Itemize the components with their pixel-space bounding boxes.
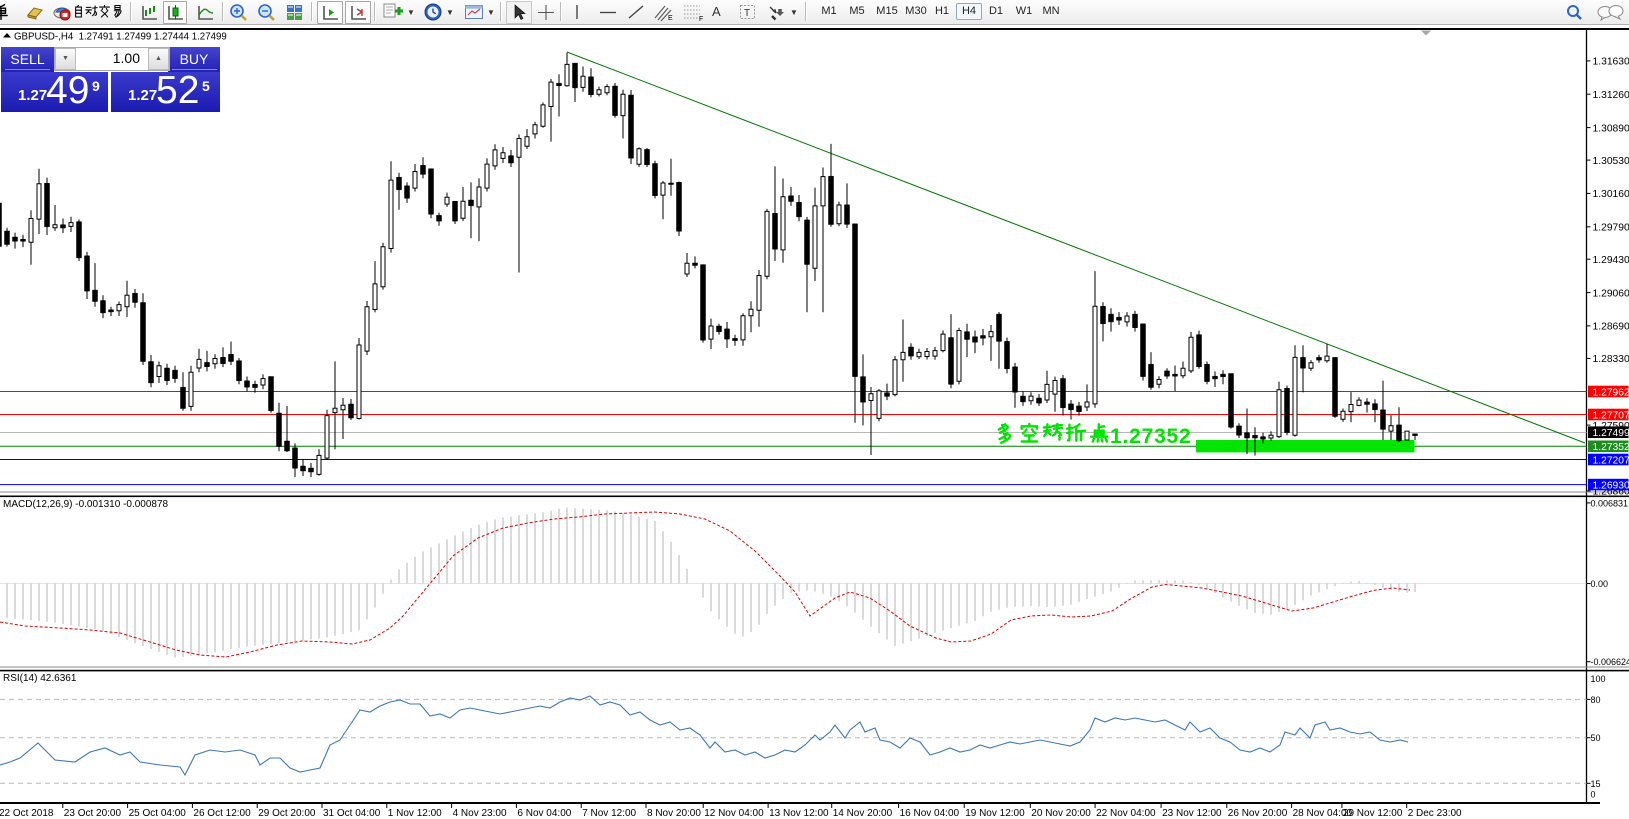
svg-text:50: 50 <box>1591 733 1601 743</box>
svg-text:1.27352: 1.27352 <box>1110 425 1192 448</box>
svg-text:28 Nov 04:00: 28 Nov 04:00 <box>1293 808 1353 819</box>
svg-text:MACD(12,26,9) -0.001310 -0.000: MACD(12,26,9) -0.001310 -0.000878 <box>3 499 169 510</box>
svg-text:26 Oct 12:00: 26 Oct 12:00 <box>193 808 251 819</box>
svg-text:29 Oct 20:00: 29 Oct 20:00 <box>258 808 316 819</box>
svg-text:1.27207: 1.27207 <box>1593 455 1629 466</box>
svg-text:0.006831: 0.006831 <box>1591 499 1629 509</box>
svg-text:1.29430: 1.29430 <box>1593 255 1629 266</box>
svg-text:22 Oct 2018: 22 Oct 2018 <box>0 808 54 819</box>
svg-text:1.29060: 1.29060 <box>1593 288 1629 299</box>
svg-text:1.30160: 1.30160 <box>1593 189 1629 200</box>
svg-text:-0.006624: -0.006624 <box>1591 657 1629 667</box>
svg-text:23 Oct 20:00: 23 Oct 20:00 <box>64 808 122 819</box>
svg-text:8 Nov 20:00: 8 Nov 20:00 <box>647 808 701 819</box>
svg-text:1.26930: 1.26930 <box>1593 480 1629 491</box>
svg-text:100: 100 <box>1591 674 1606 684</box>
svg-text:16 Nov 04:00: 16 Nov 04:00 <box>900 808 960 819</box>
svg-text:1.28330: 1.28330 <box>1593 354 1629 365</box>
svg-text:12 Nov 04:00: 12 Nov 04:00 <box>704 808 764 819</box>
svg-text:1.27707: 1.27707 <box>1593 410 1629 421</box>
svg-text:0.00: 0.00 <box>1591 579 1609 589</box>
svg-text:1.27962: 1.27962 <box>1593 387 1629 398</box>
svg-text:F: F <box>699 16 703 22</box>
svg-text:1 Nov 12:00: 1 Nov 12:00 <box>388 808 442 819</box>
svg-text:1.30530: 1.30530 <box>1593 156 1629 167</box>
svg-text:1.27499: 1.27499 <box>1593 428 1629 439</box>
svg-text:31 Oct 04:00: 31 Oct 04:00 <box>323 808 381 819</box>
svg-text:GBPUSD-,H4 1.27491 1.27499 1.: GBPUSD-,H4 1.27491 1.27499 1.27444 1.274… <box>14 32 227 43</box>
svg-text:6 Nov 04:00: 6 Nov 04:00 <box>517 808 571 819</box>
svg-text:RSI(14) 42.6361: RSI(14) 42.6361 <box>3 673 77 684</box>
svg-text:80: 80 <box>1591 695 1601 705</box>
svg-text:T: T <box>744 8 750 19</box>
svg-text:1.26860: 1.26860 <box>1593 487 1629 498</box>
svg-text:13 Nov 12:00: 13 Nov 12:00 <box>769 808 829 819</box>
svg-text:4 Nov 23:00: 4 Nov 23:00 <box>453 808 507 819</box>
svg-text:E: E <box>668 15 673 22</box>
svg-text:29 Nov 12:00: 29 Nov 12:00 <box>1343 808 1403 819</box>
svg-text:7 Nov 12:00: 7 Nov 12:00 <box>582 808 636 819</box>
svg-text:15: 15 <box>1591 779 1601 789</box>
svg-text:1.28690: 1.28690 <box>1593 322 1629 333</box>
svg-text:0: 0 <box>1591 789 1596 799</box>
svg-text:2 Dec 23:00: 2 Dec 23:00 <box>1408 808 1462 819</box>
svg-text:1.29790: 1.29790 <box>1593 223 1629 234</box>
svg-text:14 Nov 20:00: 14 Nov 20:00 <box>833 808 893 819</box>
svg-text:1.31630: 1.31630 <box>1593 57 1629 68</box>
svg-text:23 Nov 12:00: 23 Nov 12:00 <box>1162 808 1222 819</box>
svg-text:1.30890: 1.30890 <box>1593 123 1629 134</box>
svg-text:22 Nov 04:00: 22 Nov 04:00 <box>1096 808 1156 819</box>
svg-text:1.27352: 1.27352 <box>1593 442 1629 453</box>
svg-text:1.31260: 1.31260 <box>1593 90 1629 101</box>
svg-text:25 Oct 04:00: 25 Oct 04:00 <box>129 808 187 819</box>
svg-text:19 Nov 12:00: 19 Nov 12:00 <box>965 808 1025 819</box>
svg-text:20 Nov 20:00: 20 Nov 20:00 <box>1031 808 1091 819</box>
svg-text:26 Nov 20:00: 26 Nov 20:00 <box>1228 808 1288 819</box>
